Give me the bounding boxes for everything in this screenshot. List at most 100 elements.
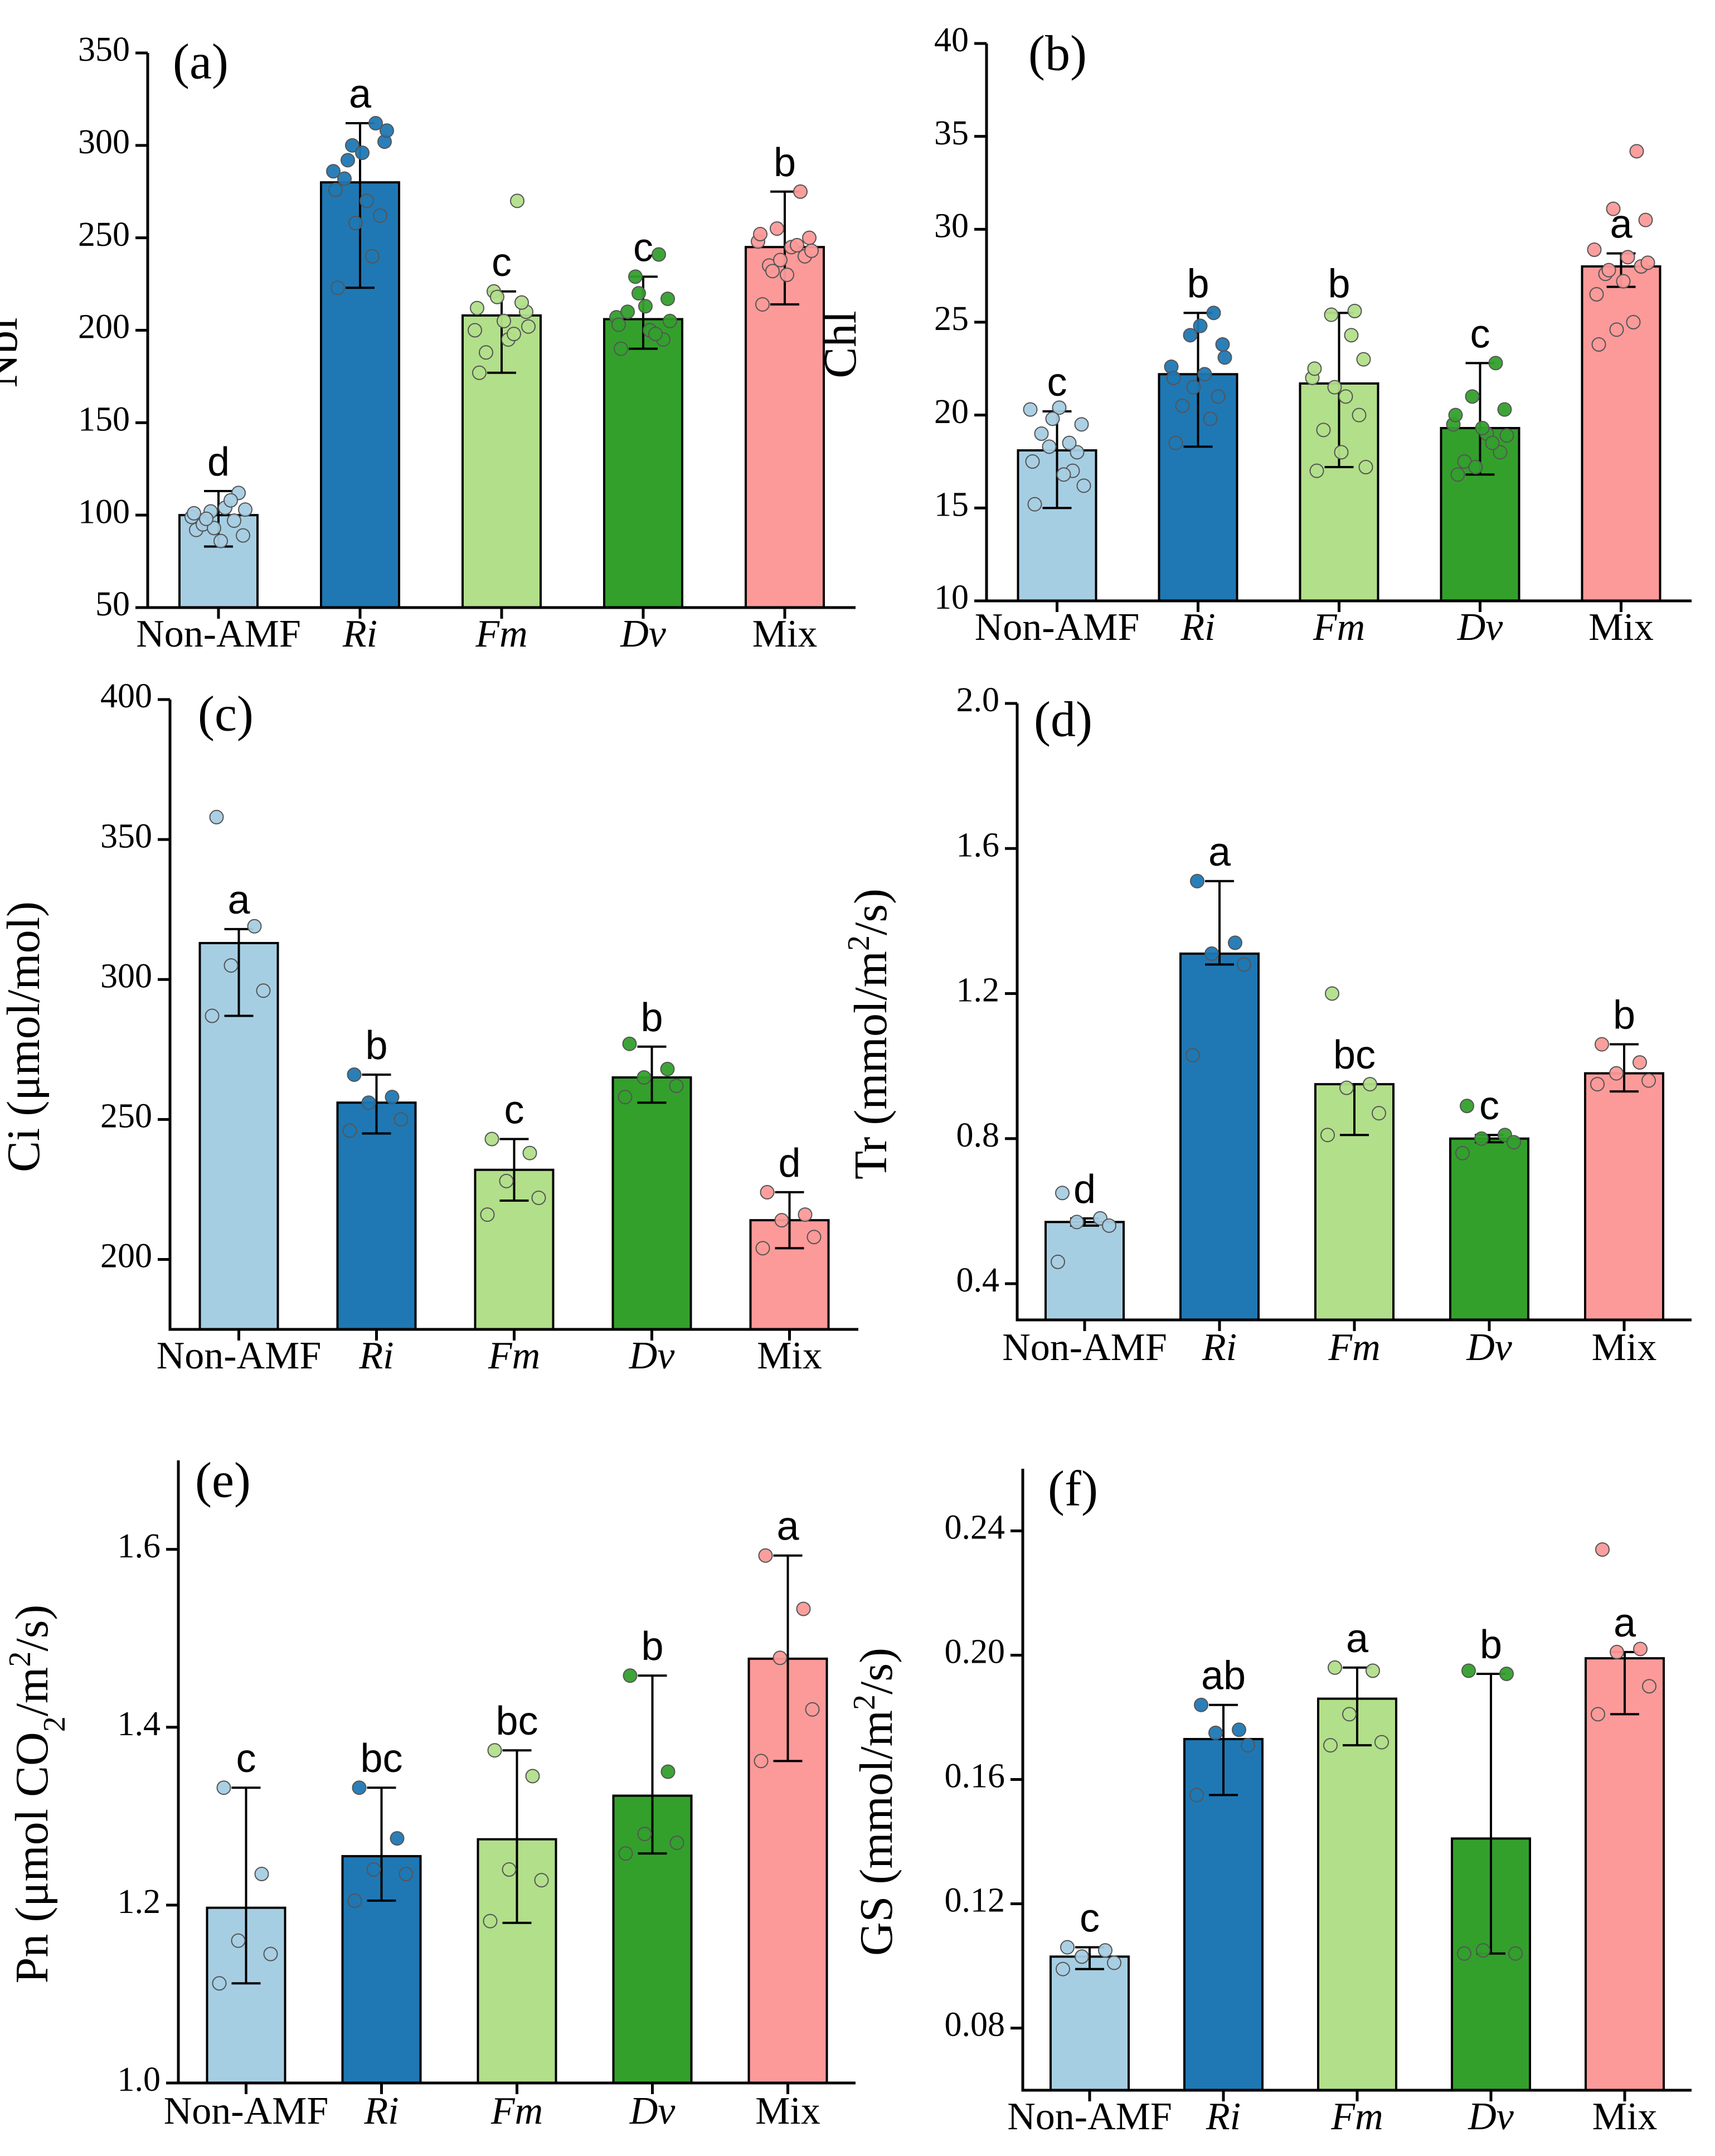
data-point <box>790 237 804 252</box>
data-point <box>205 1008 220 1023</box>
data-point <box>1499 428 1514 443</box>
data-point <box>807 1230 822 1245</box>
significance-letter: b <box>1328 261 1350 306</box>
y-tick-label: 0.08 <box>945 2006 1005 2044</box>
data-point <box>1204 946 1219 961</box>
x-tick-label: Mix <box>757 1334 822 1377</box>
data-point <box>1457 1946 1471 1961</box>
data-point <box>534 1873 549 1888</box>
y-tick-label: 15 <box>934 486 969 524</box>
significance-letter: bc <box>360 1736 402 1781</box>
y-tick-label: 1.0 <box>118 2061 161 2099</box>
axes <box>1016 703 1692 1322</box>
y-tick-label: 250 <box>100 1098 152 1135</box>
data-point <box>1215 337 1230 352</box>
data-point <box>1374 1735 1389 1750</box>
x-tick-label: Fm <box>490 2090 543 2133</box>
data-point <box>1499 1666 1514 1681</box>
y-axis-label: GS (mmol/m2/s) <box>847 1648 902 1956</box>
error-bar <box>638 1674 667 1855</box>
y-tick-label: 150 <box>78 401 130 439</box>
significance-letter: a <box>1614 1601 1636 1645</box>
data-point <box>1027 497 1042 512</box>
data-point <box>1228 935 1242 950</box>
data-point <box>348 216 363 231</box>
significance-letter: c <box>1470 312 1490 356</box>
data-point <box>773 1650 788 1665</box>
data-point <box>510 193 524 208</box>
data-point <box>187 506 201 521</box>
x-tick-label: Ri <box>1180 606 1215 649</box>
data-point <box>1590 1077 1605 1092</box>
data-point <box>326 164 341 179</box>
data-point <box>337 171 352 186</box>
data-point <box>1587 242 1602 257</box>
significance-letter: bc <box>1333 1033 1376 1077</box>
significance-letter: d <box>778 1141 800 1186</box>
data-point <box>209 809 224 824</box>
data-point <box>1468 460 1483 474</box>
data-point <box>622 1036 637 1051</box>
data-point <box>1629 144 1644 159</box>
data-point <box>470 300 484 315</box>
panel-c: (c) Ci (μmol/mol) a Non-AMF b Ri c Fm b Dv d Mix 200… <box>0 677 858 1377</box>
y-tick-label: 35 <box>934 114 969 152</box>
data-point <box>373 208 387 223</box>
x-tick-label: Fm <box>488 1334 540 1377</box>
data-point <box>1465 389 1480 404</box>
panel-a: (a) Nbi d Non-AMF a Ri c Fm c Dv b Mix 50 100 150 200 25… <box>0 31 856 655</box>
y-tick-label: 350 <box>78 31 130 69</box>
data-point <box>1638 212 1653 227</box>
x-tick-label: Mix <box>752 613 818 655</box>
data-point <box>638 299 653 314</box>
data-point <box>611 317 626 332</box>
data-point <box>1186 380 1201 395</box>
data-point <box>1203 411 1218 426</box>
data-point <box>1309 463 1324 478</box>
panel-e: (e) Pn (μmol CO2/m2/s) c Non-AMF bc Ri bc Fm b Dv… <box>3 1453 856 2133</box>
data-point <box>507 327 521 342</box>
data-point <box>227 513 241 528</box>
error-bar <box>637 1045 667 1104</box>
data-point <box>247 919 262 934</box>
data-point <box>805 1702 820 1717</box>
bar-dv <box>611 1076 692 1330</box>
panel-label: (e) <box>195 1453 251 1508</box>
panel-label: (a) <box>173 35 229 90</box>
x-tick-label: Dv <box>1457 606 1504 649</box>
x-tick-label: Non-AMF <box>136 613 301 655</box>
x-tick-label: Fm <box>1313 606 1365 649</box>
data-point <box>774 1213 789 1228</box>
panel-b: (b) Chl c Non-AMF b Ri b Fm c Dv a Mix 10 15 20 25 30 35 4… <box>814 21 1692 649</box>
data-point <box>753 227 767 242</box>
data-point <box>660 1061 675 1076</box>
data-point <box>1055 1186 1070 1201</box>
data-point <box>1076 478 1091 493</box>
significance-letter: b <box>641 1624 663 1669</box>
y-tick-label: 30 <box>934 207 969 245</box>
y-tick-label: 0.12 <box>945 1882 1005 1920</box>
data-point <box>1190 873 1204 888</box>
bar-fm <box>1317 1697 1397 2092</box>
data-point <box>1642 1679 1656 1694</box>
data-point <box>347 1893 362 1908</box>
x-tick-label: Dv <box>620 613 667 655</box>
data-point <box>1023 402 1038 417</box>
data-point <box>804 243 819 258</box>
x-tick-label: Dv <box>629 2090 676 2133</box>
significance-letter: c <box>1047 360 1067 405</box>
significance-letter: b <box>1480 1623 1502 1667</box>
data-point <box>1589 287 1604 302</box>
data-point <box>1358 460 1373 474</box>
error-bar <box>502 1749 532 1924</box>
data-point <box>1193 318 1208 333</box>
y-axis-label: Ci (μmol/mol) <box>0 901 50 1172</box>
data-point <box>347 1067 362 1082</box>
data-point <box>468 323 482 338</box>
data-point <box>1325 986 1339 1001</box>
data-point <box>1168 435 1183 450</box>
data-point <box>1356 352 1371 367</box>
data-point <box>1056 467 1071 482</box>
y-tick-label: 25 <box>934 300 969 338</box>
